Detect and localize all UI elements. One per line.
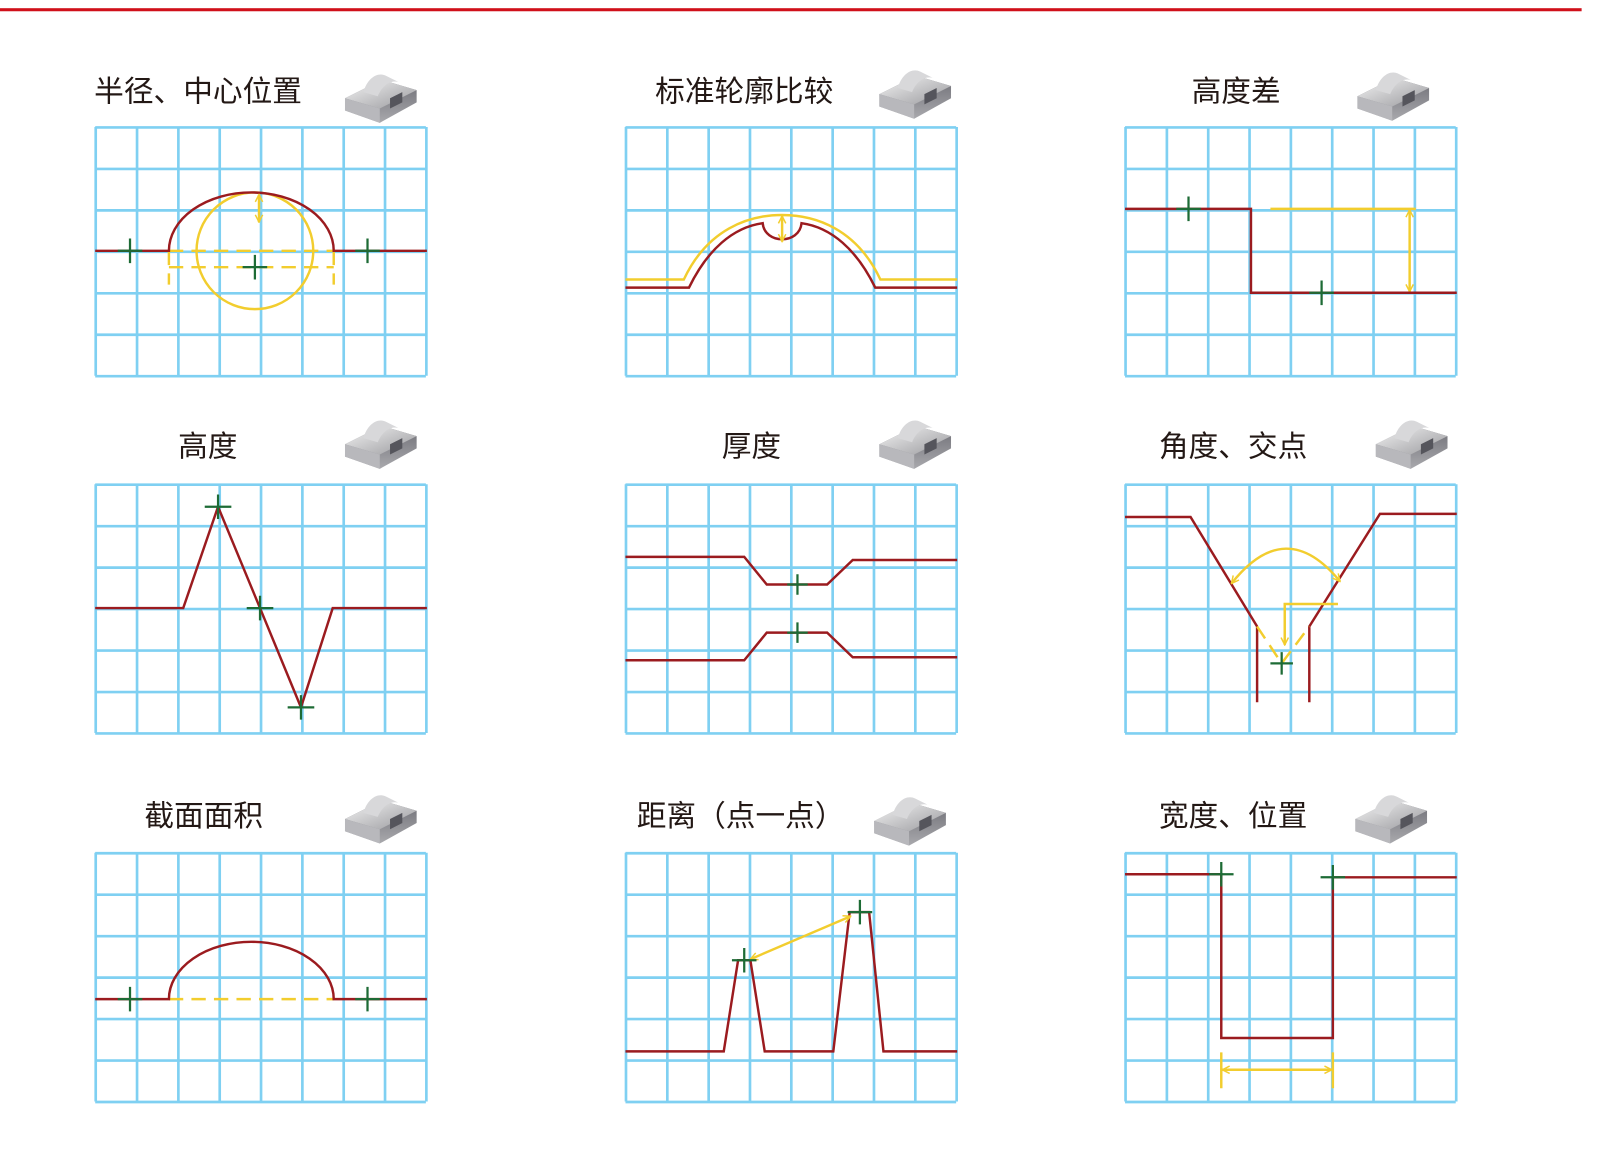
workpiece-round-groove-icon [341,68,421,125]
point-markers [117,238,380,280]
intersection-pointer [1285,602,1338,645]
profile-line [95,191,427,253]
workpiece-groove-icon [1351,788,1431,845]
intersection-marker [1270,652,1293,675]
panel-title-width-position: 宽度、位置 [1158,798,1308,834]
panel-height [94,483,428,735]
master-profile-line [625,213,958,281]
point-markers [204,494,315,720]
profile-line [1125,873,1457,1040]
panel-title-height-difference: 高度差 [1191,73,1281,109]
point-markers [787,574,808,643]
panel-title-cross-section-area: 截面面积 [144,798,264,834]
top-accent-bar [0,8,1582,12]
panel-title-point-distance: 距离（点一点） [636,798,845,834]
panel-cross-section-area [94,851,428,1104]
point-markers [1208,861,1346,890]
profile-line [95,940,427,1001]
panel-radius-center [94,126,428,378]
workpiece-groove-icon [875,414,955,471]
panel-point-distance [624,851,958,1104]
workpiece-step-icon [341,414,421,471]
panel-title-radius-center: 半径、中心位置 [94,73,303,109]
extension-dashed-lines [1256,625,1311,666]
grid [1124,483,1458,735]
grid [1124,851,1458,1104]
workpiece-ridges-icon [870,790,950,847]
grid [624,851,958,1104]
panel-profile-compare [624,126,958,378]
workpiece-round-groove-icon [341,788,421,845]
grid [1124,126,1458,378]
point-markers [117,986,380,1012]
panel-angle-intersection [1124,483,1458,735]
grid [624,126,958,378]
panel-height-difference [1124,126,1458,378]
distance-arrow [750,916,850,959]
panel-width-position [1124,851,1458,1104]
panel-title-angle-intersection: 角度、交点 [1158,428,1308,464]
width-extension-lines [1220,1052,1335,1089]
panel-thickness [624,483,958,735]
point-markers [1176,196,1334,306]
profile-line [625,910,958,1053]
workpiece-step-icon [1353,66,1433,123]
angle-arc [1232,547,1341,584]
grid [94,851,428,1104]
profile-line [1125,512,1457,703]
workpiece-round-groove-icon [875,63,955,120]
point-markers [731,899,873,973]
panel-title-thickness: 厚度 [721,428,782,464]
workpiece-blocks-icon [1372,414,1452,471]
panel-title-height: 高度 [178,428,238,464]
panel-title-profile-compare: 标准轮廓比较 [655,73,834,109]
grid [624,483,958,735]
